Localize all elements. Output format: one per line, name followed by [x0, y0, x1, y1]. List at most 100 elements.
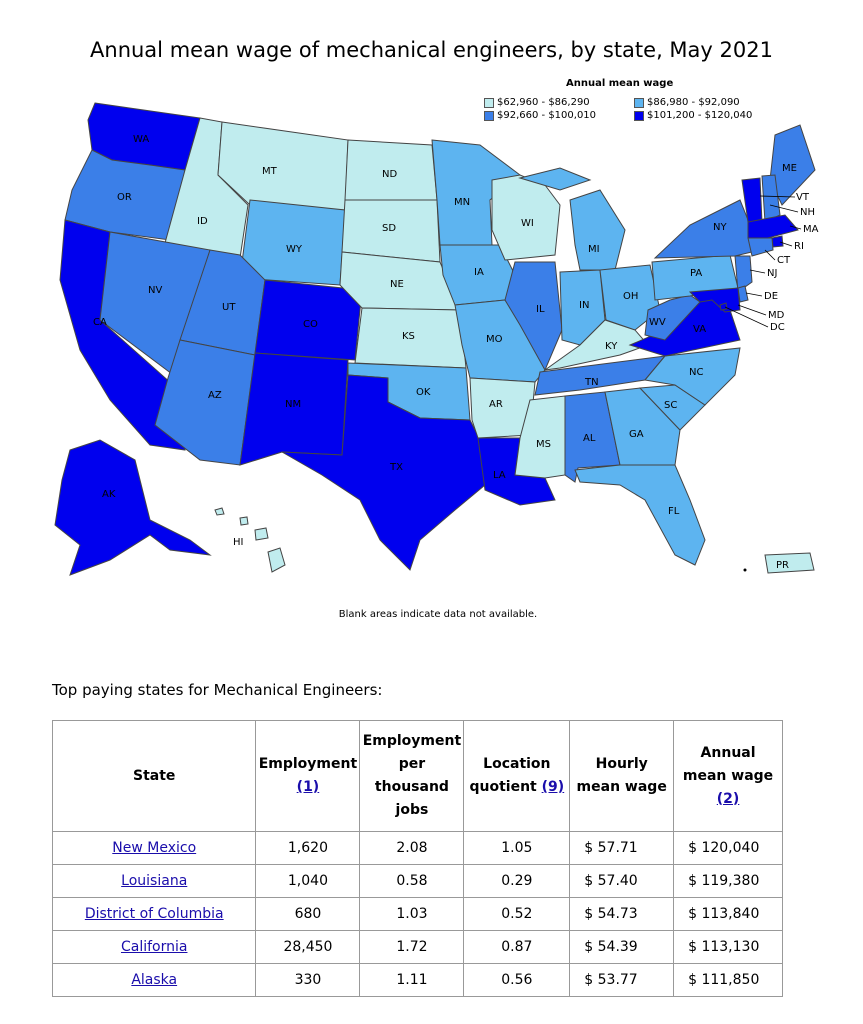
state-label: HI [233, 537, 243, 548]
lq-cell: 0.29 [463, 864, 571, 898]
state-md[interactable] [688, 287, 741, 313]
employment-cell: 28,450 [255, 930, 361, 964]
state-label: TX [389, 462, 403, 473]
map-legend: Annual mean wage $62,960 - $86,290 $86,9… [484, 78, 784, 121]
state-label: DC [770, 322, 785, 333]
state-label: AK [102, 489, 116, 500]
state-pr[interactable] [764, 552, 815, 574]
annual-cell: $ 113,840 [673, 897, 783, 931]
state-tx[interactable] [281, 374, 486, 571]
annual-cell: $ 119,380 [673, 864, 783, 898]
hourly-cell: $ 54.73 [569, 897, 675, 931]
state-label: ID [197, 216, 208, 227]
us-map: WA OR CA ID NV MT WY UT AZ CO NM ND SD N… [54, 102, 819, 576]
table-header-row: State Employment (1) Employment per thou… [51, 720, 783, 832]
state-label: WA [133, 134, 149, 145]
state-dc[interactable] [719, 302, 728, 311]
table-row: Louisiana 1,040 0.58 0.29 $ 57.40 $ 119,… [51, 864, 783, 898]
state-ky[interactable] [544, 319, 649, 371]
state-label: VA [693, 324, 706, 335]
state-label: SC [664, 400, 677, 411]
per-thousand-cell: 1.11 [359, 963, 465, 997]
employment-cell: 330 [255, 963, 361, 997]
state-nj[interactable] [734, 255, 753, 293]
hourly-cell: $ 54.39 [569, 930, 675, 964]
state-label: MD [768, 310, 785, 321]
state-ar[interactable] [469, 377, 536, 439]
legend-title: Annual mean wage [566, 78, 674, 89]
state-label: CT [777, 255, 791, 266]
pr-island-dot [743, 568, 747, 572]
state-link[interactable]: California [120, 939, 188, 955]
state-label: MO [486, 334, 503, 345]
legend-item: $92,660 - $100,010 [484, 110, 634, 121]
state-tn[interactable] [534, 355, 667, 396]
state-ri[interactable] [771, 235, 784, 248]
legend-item: $86,980 - $92,090 [634, 97, 784, 108]
state-label: KY [605, 341, 618, 352]
state-label: PR [776, 560, 789, 571]
state-ma[interactable] [747, 214, 799, 241]
state-label: MS [536, 439, 551, 450]
map-note: Blank areas indicate data not available. [338, 609, 538, 620]
legend-label: $62,960 - $86,290 [497, 97, 590, 108]
hourly-cell: $ 57.71 [569, 831, 675, 865]
state-label: IA [474, 267, 484, 278]
state-link[interactable]: Louisiana [121, 873, 188, 889]
state-label: TN [584, 377, 599, 388]
legend-label: $86,980 - $92,090 [647, 97, 740, 108]
state-ny[interactable] [653, 199, 761, 259]
state-label: OK [416, 387, 431, 398]
state-me[interactable] [769, 124, 816, 206]
lq-cell: 0.56 [463, 963, 571, 997]
footnote-link-9[interactable]: (9) [541, 779, 565, 795]
state-label: MA [803, 224, 819, 235]
state-link[interactable]: District of Columbia [84, 906, 224, 922]
footnote-link-2[interactable]: (2) [716, 790, 740, 807]
lq-cell: 0.52 [463, 897, 571, 931]
state-link[interactable]: New Mexico [112, 840, 197, 856]
state-ak[interactable] [54, 439, 212, 576]
footnote-link-1[interactable]: (1) [296, 779, 320, 795]
state-label: NM [285, 399, 301, 410]
map-title: Annual mean wage of mechanical engineers… [90, 38, 773, 62]
state-label: RI [794, 241, 804, 252]
state-label: IN [579, 300, 589, 311]
state-link[interactable]: Alaska [131, 972, 178, 988]
state-label: ND [382, 169, 397, 180]
state-label: SD [382, 223, 396, 234]
header-employment: Employment (1) [255, 720, 361, 832]
employment-cell: 1,620 [255, 831, 361, 865]
table-row: District of Columbia 680 1.03 0.52 $ 54.… [51, 897, 783, 931]
state-label: AR [489, 399, 503, 410]
state-label: OH [623, 291, 638, 302]
header-location-quotient: Location quotient (9) [463, 720, 571, 832]
per-thousand-cell: 2.08 [359, 831, 465, 865]
legend-label: $92,660 - $100,010 [497, 110, 597, 121]
table-caption: Top paying states for Mechanical Enginee… [52, 681, 383, 699]
lq-cell: 1.05 [463, 831, 571, 865]
state-label: MN [454, 197, 470, 208]
state-label: WV [649, 317, 666, 328]
header-hourly-wage: Hourly mean wage [569, 720, 675, 832]
legend-swatch [484, 110, 494, 121]
state-label: AZ [208, 390, 222, 401]
state-label: UT [222, 302, 236, 313]
state-ct[interactable] [747, 237, 774, 257]
annual-cell: $ 120,040 [673, 831, 783, 865]
legend-swatch [634, 97, 644, 108]
state-ga[interactable] [604, 387, 681, 466]
state-mn[interactable] [431, 139, 521, 246]
table-row: New Mexico 1,620 2.08 1.05 $ 57.71 $ 120… [51, 831, 783, 865]
state-nh[interactable] [761, 174, 781, 223]
state-label: WY [286, 244, 303, 255]
state-label: NJ [767, 268, 777, 279]
state-label: CO [303, 319, 318, 330]
header-annual-wage: Annual mean wage (2) [673, 720, 783, 832]
state-label: PA [690, 268, 702, 279]
state-label: NC [689, 367, 703, 378]
annual-cell: $ 113,130 [673, 930, 783, 964]
top-paying-states-table: State Employment (1) Employment per thou… [51, 720, 783, 997]
state-hi[interactable] [214, 507, 286, 573]
state-fl[interactable] [574, 464, 706, 566]
